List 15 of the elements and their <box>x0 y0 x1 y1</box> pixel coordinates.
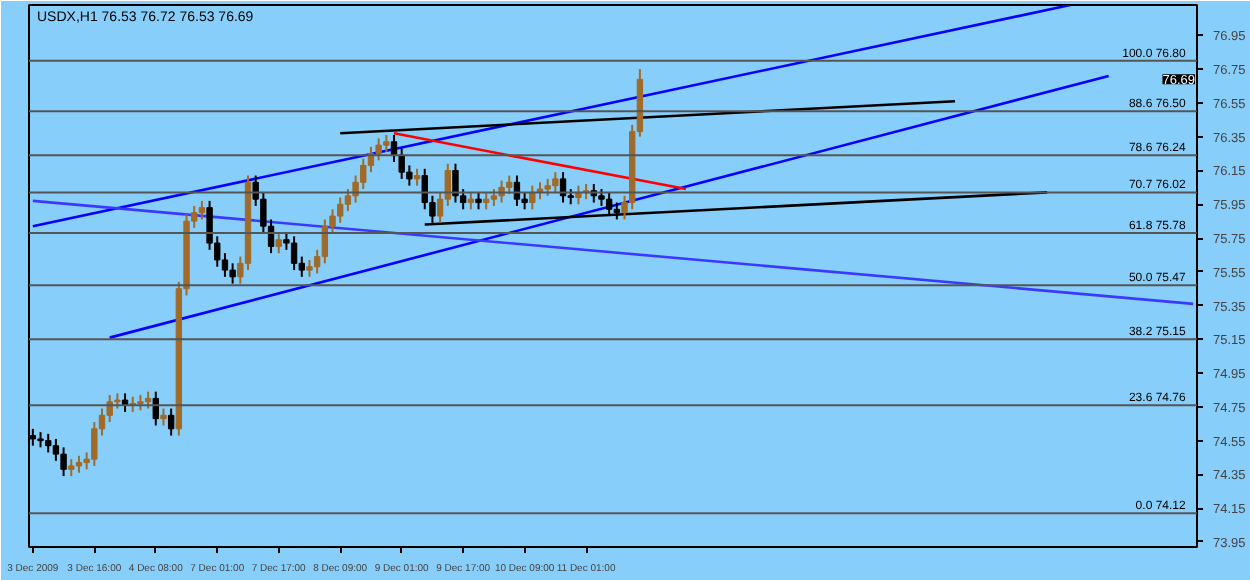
candlestick <box>337 196 344 224</box>
candlestick <box>552 171 559 194</box>
candlestick <box>452 162 459 204</box>
candlestick <box>506 174 513 196</box>
candlestick <box>45 432 52 454</box>
candlestick <box>60 446 67 478</box>
candlestick <box>290 235 298 272</box>
candlestick <box>344 188 352 212</box>
candlestick <box>575 184 582 206</box>
candlestick <box>152 390 159 427</box>
candlestick <box>167 407 175 437</box>
candlestick <box>198 199 206 221</box>
candlestick <box>275 231 282 255</box>
candlestick <box>52 437 60 462</box>
candlestick <box>529 184 536 211</box>
